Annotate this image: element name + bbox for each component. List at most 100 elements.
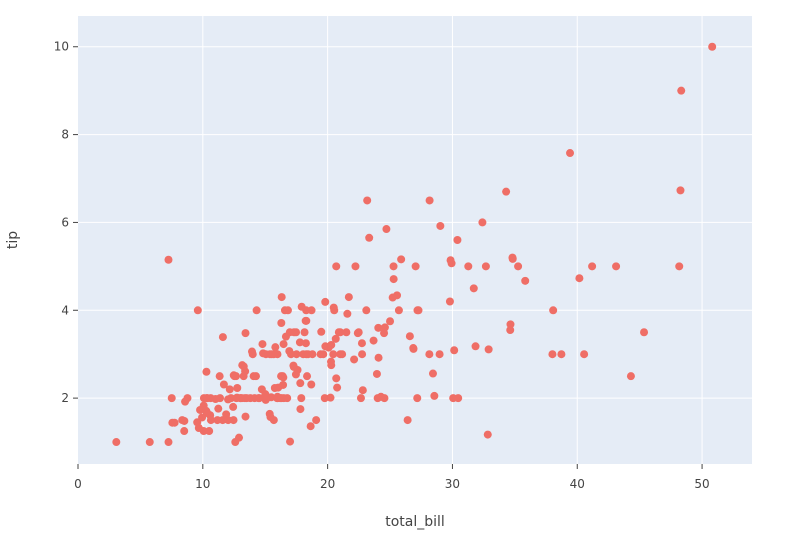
data-point <box>453 236 462 244</box>
data-point <box>216 394 225 403</box>
plot-background <box>78 16 752 464</box>
y-axis-ticks: 2 4 6 8 10 <box>54 40 78 405</box>
data-point <box>292 350 301 359</box>
data-point <box>303 372 312 381</box>
data-point <box>170 418 179 427</box>
y-tick-label: 8 <box>61 128 69 142</box>
data-point <box>225 385 234 394</box>
data-point <box>279 380 288 389</box>
data-point <box>241 367 250 376</box>
data-point <box>640 328 649 337</box>
data-point <box>447 259 456 268</box>
data-point <box>271 343 280 352</box>
y-axis-title: tip <box>5 231 21 249</box>
data-point <box>235 433 244 442</box>
data-point <box>297 394 306 403</box>
y-tick-label: 10 <box>54 40 69 54</box>
data-point <box>233 384 242 393</box>
data-point <box>481 262 490 271</box>
data-point <box>405 332 414 341</box>
data-point <box>180 416 189 425</box>
data-point <box>363 196 372 205</box>
data-point <box>450 346 459 355</box>
data-point <box>464 262 473 271</box>
data-point <box>258 340 267 349</box>
data-point <box>279 373 288 382</box>
data-point <box>218 333 227 342</box>
data-point <box>386 317 395 326</box>
data-point <box>279 340 288 349</box>
data-point <box>484 345 493 354</box>
data-point <box>393 291 402 300</box>
data-point <box>435 350 444 359</box>
y-tick-label: 4 <box>61 303 69 317</box>
data-point <box>202 367 211 376</box>
data-point <box>306 422 315 431</box>
data-point <box>436 221 445 230</box>
data-point <box>676 186 685 195</box>
data-point <box>343 309 352 318</box>
data-point <box>286 437 295 446</box>
data-point <box>255 394 264 403</box>
data-point <box>612 262 621 271</box>
data-point <box>273 350 282 359</box>
data-point <box>333 383 342 392</box>
data-point <box>287 350 296 359</box>
data-point <box>338 350 347 359</box>
data-point <box>206 416 215 425</box>
data-point <box>302 316 311 325</box>
y-tick-label: 2 <box>61 391 69 405</box>
data-point <box>232 372 241 381</box>
data-point <box>251 372 260 381</box>
data-point <box>380 394 389 403</box>
data-point <box>241 329 250 338</box>
data-point <box>296 379 305 388</box>
data-point <box>425 350 434 359</box>
data-point <box>521 276 530 285</box>
data-point <box>350 355 359 364</box>
data-point <box>369 336 378 345</box>
data-point <box>295 338 304 347</box>
data-point <box>372 369 381 378</box>
data-point <box>292 328 301 337</box>
data-point <box>580 350 589 359</box>
data-point <box>327 361 336 370</box>
data-point <box>469 284 478 293</box>
data-point <box>183 394 192 403</box>
data-point <box>575 274 584 283</box>
data-point <box>506 326 515 335</box>
data-point <box>327 340 336 349</box>
x-tick-label: 20 <box>320 477 335 491</box>
data-point <box>283 306 292 315</box>
data-point <box>319 350 328 359</box>
data-point <box>425 196 434 205</box>
data-point <box>354 328 363 337</box>
data-point <box>675 262 684 271</box>
data-point <box>365 233 374 242</box>
data-point <box>430 391 439 400</box>
x-tick-label: 10 <box>195 477 210 491</box>
data-point <box>330 306 339 315</box>
data-point <box>164 255 173 264</box>
x-axis-ticks: 0 10 20 30 40 50 <box>74 464 710 491</box>
data-point <box>214 404 223 413</box>
data-point <box>514 262 523 271</box>
x-axis-title: total_bill <box>385 514 445 530</box>
data-point <box>478 218 487 227</box>
data-point <box>277 319 286 328</box>
data-point <box>317 327 326 336</box>
data-point <box>508 254 517 263</box>
data-point <box>331 334 340 343</box>
data-point <box>308 350 317 359</box>
data-point <box>193 306 202 315</box>
data-point <box>248 350 257 359</box>
data-point <box>300 328 309 337</box>
data-point <box>229 402 238 411</box>
data-point <box>332 262 341 271</box>
data-point <box>145 438 154 447</box>
data-point <box>566 149 575 158</box>
data-point <box>380 323 389 332</box>
data-point <box>502 187 511 196</box>
data-point <box>549 306 558 315</box>
